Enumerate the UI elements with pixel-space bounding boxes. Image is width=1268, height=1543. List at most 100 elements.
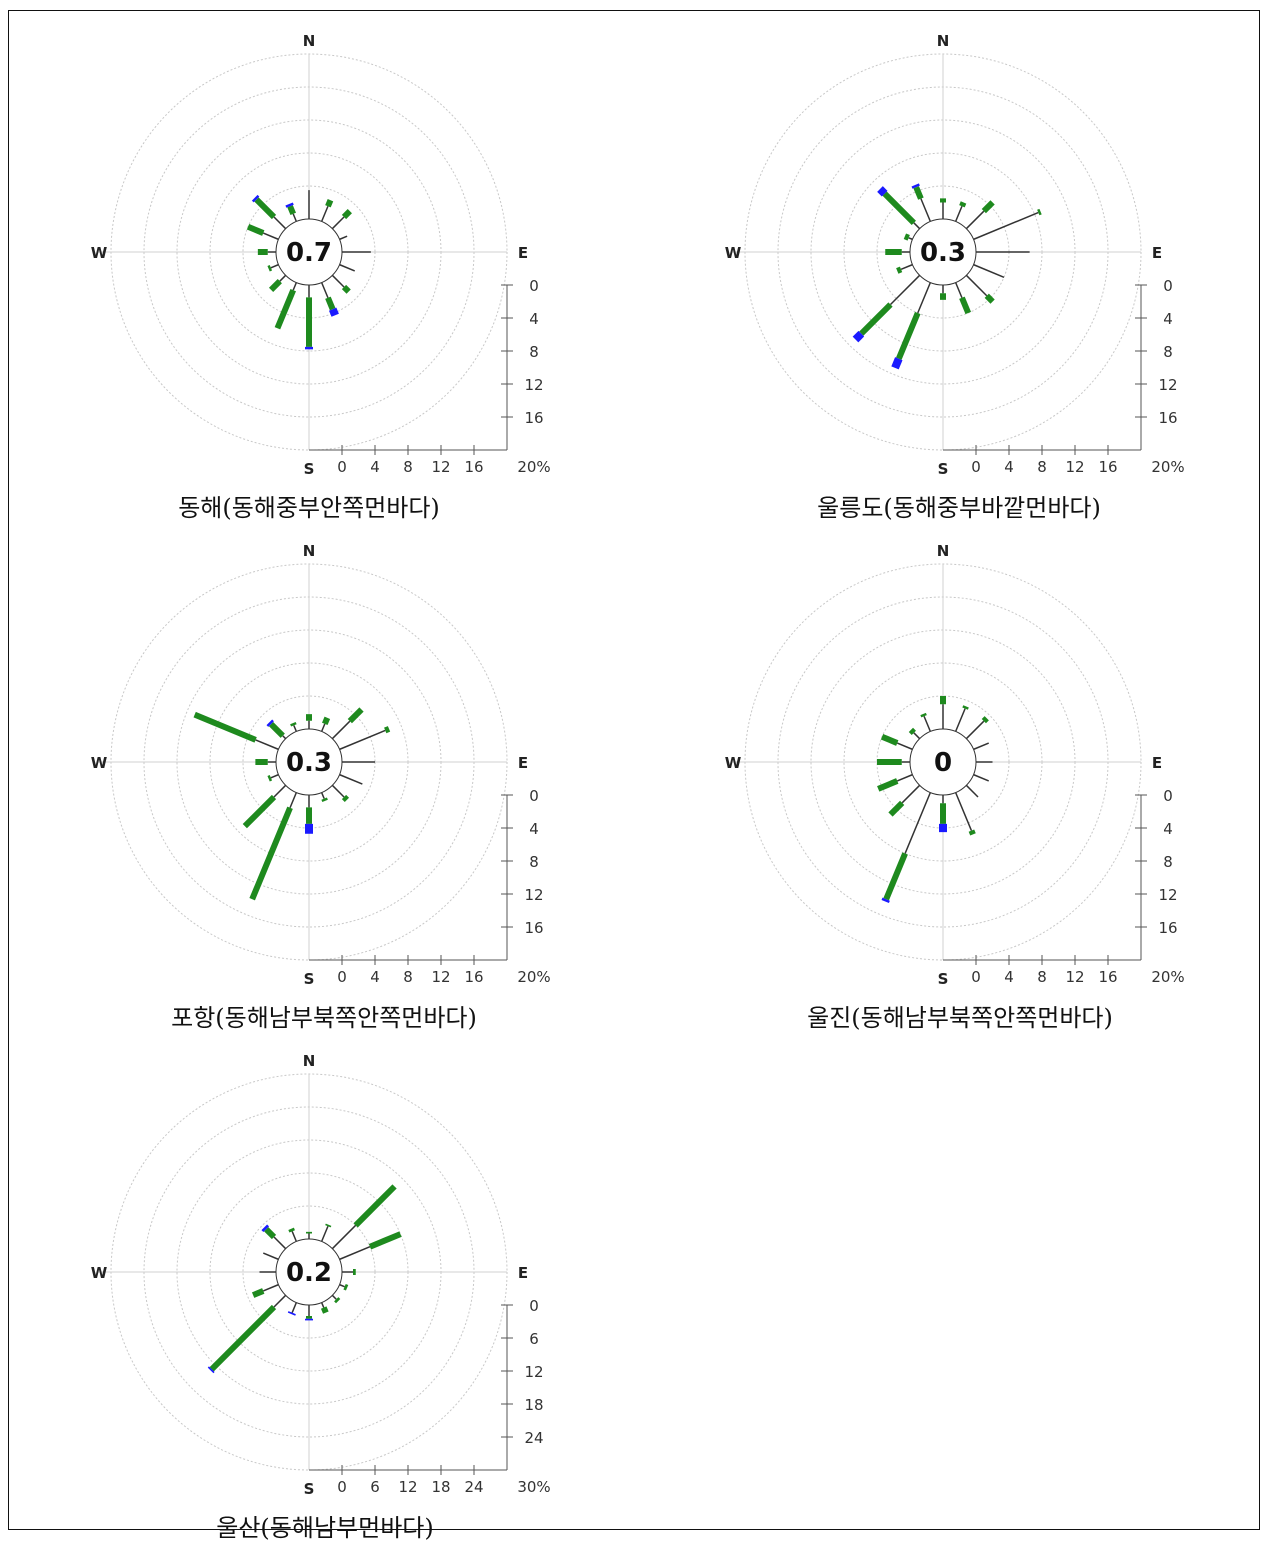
bar-WNW-thin [262,232,279,241]
bar-SSE-green [325,296,336,311]
scale-tick-label: 16 [524,409,543,427]
scale-tick-label: 6 [529,1330,539,1348]
compass-label: N [937,32,950,50]
calm-circle [275,1238,343,1306]
bar-NW-green [254,197,277,220]
bar-WSW-green [267,775,273,782]
bar-ESE-green [343,1283,349,1291]
bar-NNE-green [959,201,967,208]
scale-tick-label: 12 [1158,886,1177,904]
bar-NW-thin [913,732,921,740]
scale-tick-label: 24 [524,1429,543,1447]
bar-NW-blue [251,194,260,203]
scale-tick-label: 4 [370,458,380,476]
scale-tick-label: 4 [1004,968,1014,986]
bar-NNW-green [290,721,297,727]
compass-label: W [91,754,108,772]
bar-NW-thin [273,216,287,230]
bar-WNW-thin [262,1252,279,1261]
bar-WSW-thin [900,263,913,271]
scale-tick-label: 0 [529,277,539,295]
compass-label: W [725,244,742,262]
scale-tick-label: 0 [529,787,539,805]
scale-tick-label: 12 [524,886,543,904]
bar-NNW-green [287,205,296,216]
compass-label: E [518,754,528,772]
scale-tick-label: 8 [1163,853,1173,871]
bar-SSE-green [321,797,328,803]
bar-SW-green [242,794,277,829]
bar-NNW-green [913,186,924,200]
scale-tick-label: 0 [1163,277,1173,295]
bar-SSE-thin [320,282,329,299]
bar-SW-green [888,800,905,817]
figure-frame [8,10,1260,1530]
bar-SSE-green [968,829,976,836]
bar-WNW-green [193,711,257,743]
bar-NNW-thin [291,1231,298,1242]
scale-tick-label: 4 [1163,820,1173,838]
scale-tick-label: 20% [1151,458,1184,476]
bar-SSE-thin [954,792,973,831]
compass-label: W [725,754,742,772]
bar-NW-green [908,727,916,735]
bar-ENE-thin [973,742,990,751]
bar-SE-green [341,794,350,803]
compass-label: S [304,1480,315,1498]
scale-tick-label: 12 [1065,458,1084,476]
scale-tick-label: 12 [1158,376,1177,394]
bar-SE-thin [331,784,345,798]
scale-tick-label: 30% [517,1478,550,1496]
bar-SE-green [984,293,995,304]
scale-tick-label: 16 [1098,458,1117,476]
bar-ENE-thin [339,1246,371,1261]
caption-donghae: 동해(동해중부안쪽먼바다) [178,494,440,522]
bar-SW-thin [273,784,287,798]
compass-label: S [304,970,315,988]
scale-tick-label: 4 [529,310,539,328]
scale-tick-label: 8 [1163,343,1173,361]
bar-NE-green [981,716,989,724]
scale-tick-label: 8 [403,458,413,476]
bar-SW-green [209,1304,277,1372]
bar-WSW-green [896,266,903,274]
compass-label: E [518,244,528,262]
scale-tick-label: 4 [1163,310,1173,328]
bar-SE-green [334,1297,341,1304]
bar-SSE-thin [320,1302,325,1308]
bar-ENE-thin [339,729,386,751]
bar-SSW-thin [289,792,298,809]
bar-NE-green [341,209,352,220]
bar-NE-green [353,1184,397,1228]
bar-SSW-thin [291,1302,298,1313]
scale-tick-label: 16 [464,968,483,986]
bar-ESE-thin [973,263,1005,278]
compass-label: W [91,244,108,262]
scale-tick-label: 12 [398,1478,417,1496]
bar-NE-thin [331,216,345,230]
bar-SSE-blue [328,307,339,317]
bar-NNE-thin [320,1225,329,1242]
compass-label: N [937,542,950,560]
scale-tick-label: 6 [370,1478,380,1496]
bar-NW-thin [913,222,921,230]
scale-tick-label: 12 [524,376,543,394]
caption-ulleungdo: 울릉도(동해중부바깥먼바다) [817,494,1101,522]
compass-label: E [1152,244,1162,262]
bar-NW-blue [266,719,274,727]
bar-SSW-thin [292,282,298,291]
bar-SW-green [859,302,893,336]
bar-SE-green [341,284,351,294]
windrose-1: 0.3 N E S W 0 4 8 12 16 0 4 8 12 16 20% [725,32,1185,478]
bar-NW-green [882,191,916,225]
bar-NNW-thin [292,213,298,222]
compass-label: E [518,1264,528,1282]
bar-WNW-thin [896,742,913,751]
scale-tick-label: 8 [1037,968,1047,986]
bar-NE-green [347,707,364,724]
bar-SW-green [268,279,282,293]
bar-WSW-thin [896,773,913,782]
bar-NE-thin [331,720,351,740]
scale-tick-label: 12 [431,968,450,986]
